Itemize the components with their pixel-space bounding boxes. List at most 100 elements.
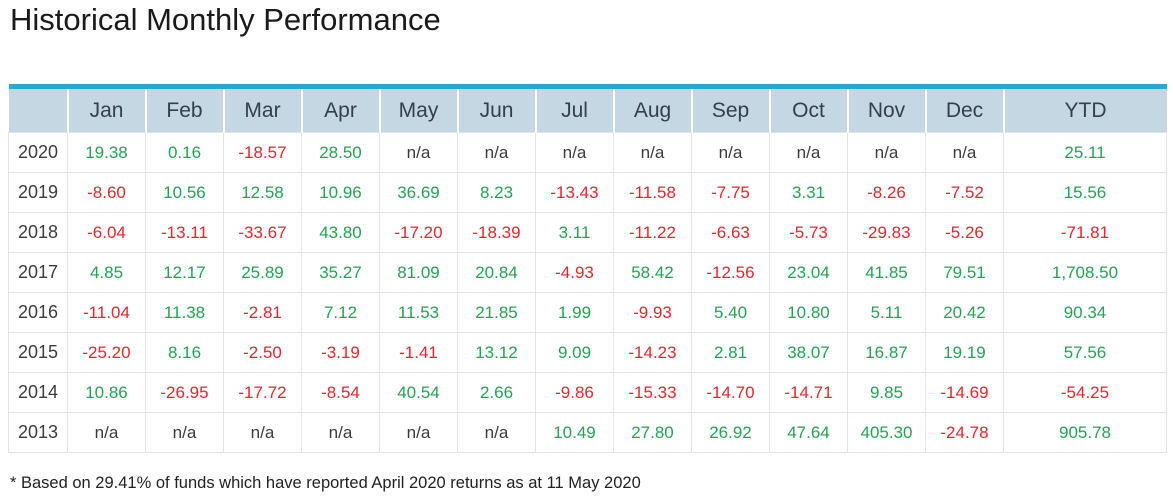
table-row: 2017 4.85 12.17 25.89 35.27 81.09 20.84 -4.93 58…: [8, 252, 1167, 293]
header-cell-mar: Mar: [222, 86, 302, 133]
value-cell-sep: 26.92: [691, 412, 770, 453]
row-year-label: 2015: [8, 332, 68, 373]
header-cell-apr: Apr: [300, 86, 380, 133]
value-cell-oct: n/a: [769, 132, 848, 173]
value-cell-feb: 0.16: [145, 132, 224, 173]
value-cell-sep: 5.40: [691, 292, 770, 333]
header-cell-dec: Dec: [924, 86, 1004, 133]
value-cell-aug: 27.80: [613, 412, 692, 453]
value-cell-dec: -5.26: [925, 212, 1004, 253]
value-cell-ytd: 57.56: [1003, 332, 1167, 373]
value-cell-aug: -9.93: [613, 292, 692, 333]
table-row: 2020 19.38 0.16 -18.57 28.50 n/a n/a n/a n/a n/a n…: [8, 132, 1167, 173]
value-cell-apr: 35.27: [301, 252, 380, 293]
value-cell-jan: n/a: [67, 412, 146, 453]
value-cell-aug: n/a: [613, 132, 692, 173]
value-cell-apr: n/a: [301, 412, 380, 453]
table-row: 2014 10.86 -26.95 -17.72 -8.54 40.54 2.66 -9.86…: [8, 372, 1167, 413]
row-year-label: 2018: [8, 212, 68, 253]
value-cell-ytd: -54.25: [1003, 372, 1167, 413]
footnote: * Based on 29.41% of funds which have re…: [10, 474, 641, 492]
performance-table-container: Jan Feb Mar Apr May Jun Jul Aug Sep Oct Nov Dec YTD …: [8, 84, 1167, 453]
header-cell-may: May: [378, 86, 458, 133]
value-cell-may: 81.09: [379, 252, 458, 293]
header-cell-jun: Jun: [456, 86, 536, 133]
row-year-label: 2013: [8, 412, 68, 453]
value-cell-ytd: 25.11: [1003, 132, 1167, 173]
header-cell-sep: Sep: [690, 86, 770, 133]
table-row: 2015 -25.20 8.16 -2.50 -3.19 -1.41 13.12 9.09 -1…: [8, 332, 1167, 373]
header-cell-nov: Nov: [846, 86, 926, 133]
value-cell-mar: n/a: [223, 412, 302, 453]
row-year-label: 2016: [8, 292, 68, 333]
value-cell-feb: -26.95: [145, 372, 224, 413]
value-cell-jul: 10.49: [535, 412, 614, 453]
value-cell-apr: 43.80: [301, 212, 380, 253]
value-cell-mar: -2.81: [223, 292, 302, 333]
value-cell-feb: 10.56: [145, 172, 224, 213]
table-header-row: Jan Feb Mar Apr May Jun Jul Aug Sep Oct Nov Dec YTD: [8, 86, 1167, 133]
value-cell-feb: -13.11: [145, 212, 224, 253]
value-cell-aug: -15.33: [613, 372, 692, 413]
value-cell-apr: -3.19: [301, 332, 380, 373]
value-cell-aug: -11.58: [613, 172, 692, 213]
header-cell-oct: Oct: [768, 86, 848, 133]
value-cell-dec: -14.69: [925, 372, 1004, 413]
value-cell-oct: 23.04: [769, 252, 848, 293]
value-cell-nov: 41.85: [847, 252, 926, 293]
value-cell-ytd: -71.81: [1003, 212, 1167, 253]
table-row: 2019 -8.60 10.56 12.58 10.96 36.69 8.23 -13.43-…: [8, 172, 1167, 213]
value-cell-jun: n/a: [457, 132, 536, 173]
value-cell-nov: 405.30: [847, 412, 926, 453]
value-cell-mar: -33.67: [223, 212, 302, 253]
value-cell-dec: 20.42: [925, 292, 1004, 333]
table-row: 2018 -6.04 -13.11 -33.67 43.80 -17.20 -18.39 3.…: [8, 212, 1167, 253]
value-cell-may: 11.53: [379, 292, 458, 333]
value-cell-may: n/a: [379, 132, 458, 173]
value-cell-mar: -17.72: [223, 372, 302, 413]
value-cell-mar: 12.58: [223, 172, 302, 213]
value-cell-sep: n/a: [691, 132, 770, 173]
value-cell-oct: -5.73: [769, 212, 848, 253]
value-cell-ytd: 1,708.50: [1003, 252, 1167, 293]
value-cell-may: n/a: [379, 412, 458, 453]
table-row: 2013 n/a n/a n/a n/a n/a n/a 10.49 27.80 26.92 47.…: [8, 412, 1167, 453]
value-cell-may: 40.54: [379, 372, 458, 413]
value-cell-ytd: 15.56: [1003, 172, 1167, 213]
value-cell-apr: 28.50: [301, 132, 380, 173]
row-year-label: 2019: [8, 172, 68, 213]
value-cell-jul: n/a: [535, 132, 614, 173]
table-header: Jan Feb Mar Apr May Jun Jul Aug Sep Oct Nov Dec YTD: [8, 86, 1167, 133]
value-cell-dec: 79.51: [925, 252, 1004, 293]
header-cell-jul: Jul: [534, 86, 614, 133]
value-cell-jan: 19.38: [67, 132, 146, 173]
value-cell-aug: -14.23: [613, 332, 692, 373]
row-year-label: 2020: [8, 132, 68, 173]
value-cell-nov: -8.26: [847, 172, 926, 213]
value-cell-jun: 13.12: [457, 332, 536, 373]
value-cell-mar: 25.89: [223, 252, 302, 293]
value-cell-jan: -8.60: [67, 172, 146, 213]
header-cell-jan: Jan: [66, 86, 146, 133]
value-cell-mar: -2.50: [223, 332, 302, 373]
value-cell-jan: -25.20: [67, 332, 146, 373]
value-cell-jun: 2.66: [457, 372, 536, 413]
value-cell-oct: 3.31: [769, 172, 848, 213]
value-cell-nov: 9.85: [847, 372, 926, 413]
header-cell-year: [8, 86, 68, 133]
value-cell-feb: n/a: [145, 412, 224, 453]
value-cell-jul: -4.93: [535, 252, 614, 293]
value-cell-may: -1.41: [379, 332, 458, 373]
value-cell-sep: -6.63: [691, 212, 770, 253]
value-cell-sep: 2.81: [691, 332, 770, 373]
value-cell-feb: 8.16: [145, 332, 224, 373]
value-cell-may: -17.20: [379, 212, 458, 253]
value-cell-sep: -12.56: [691, 252, 770, 293]
value-cell-jul: -13.43: [535, 172, 614, 213]
value-cell-may: 36.69: [379, 172, 458, 213]
value-cell-jul: 9.09: [535, 332, 614, 373]
value-cell-aug: 58.42: [613, 252, 692, 293]
value-cell-feb: 12.17: [145, 252, 224, 293]
value-cell-aug: -11.22: [613, 212, 692, 253]
